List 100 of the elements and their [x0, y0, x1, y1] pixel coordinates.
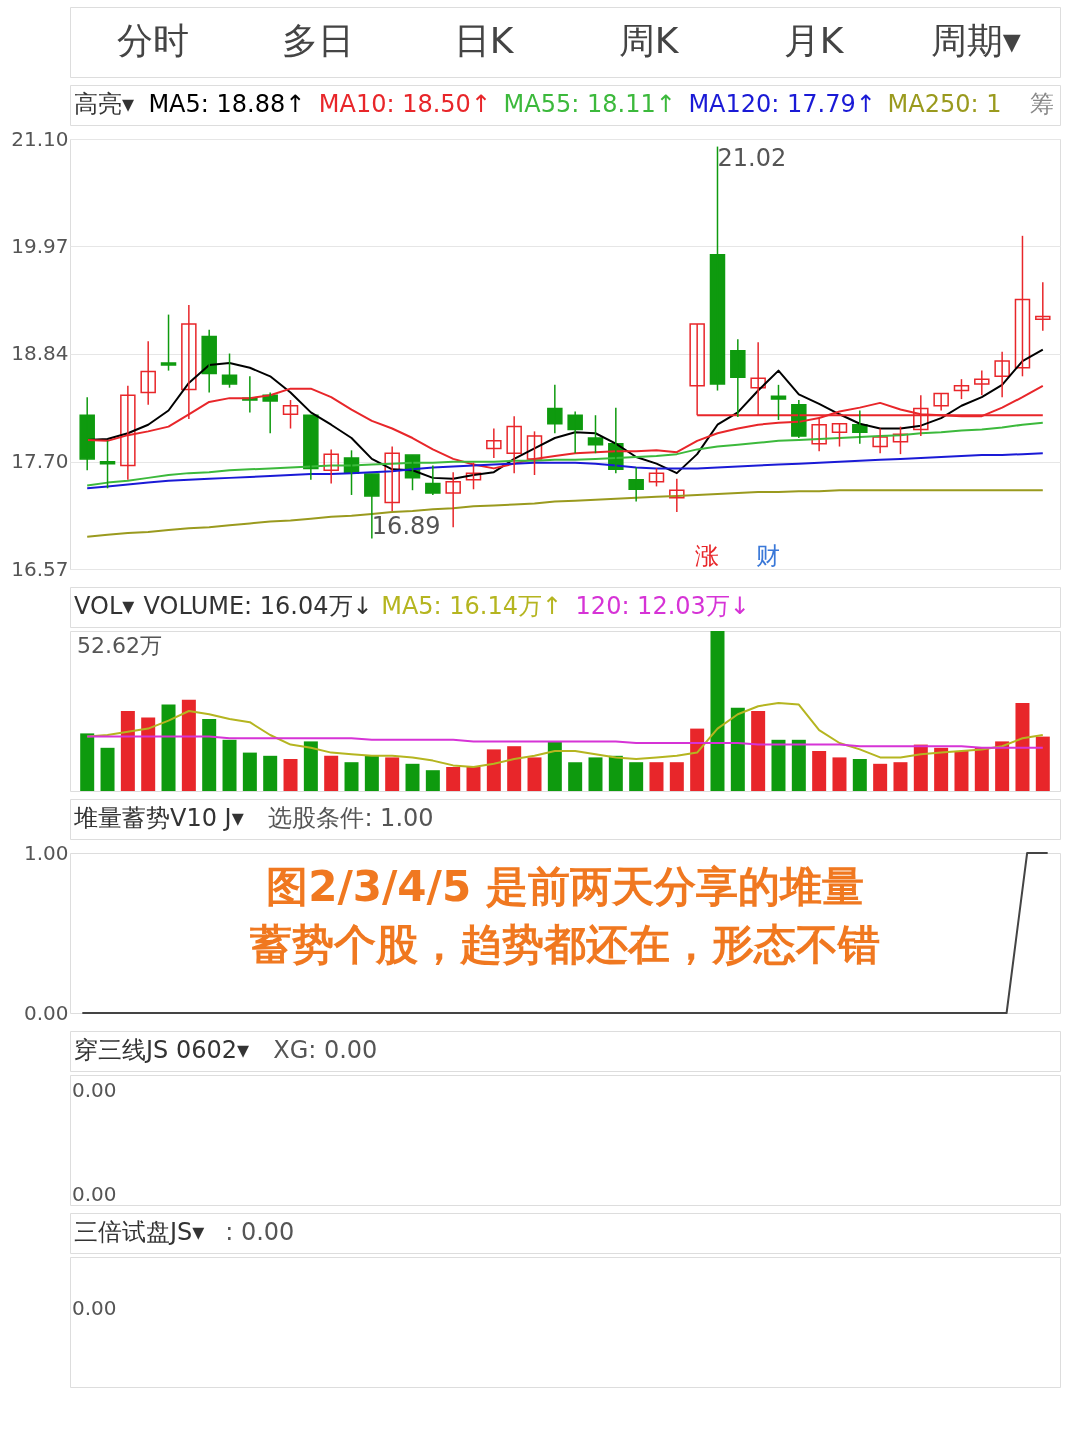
bar [751, 711, 766, 791]
text: 月K [783, 20, 845, 61]
text: 0.00 [72, 1077, 117, 1102]
text: 日K [453, 20, 515, 61]
candlestick [1014, 235, 1031, 378]
chart-subtitle: 选股条件: 1.00 [268, 804, 434, 832]
bar [1035, 736, 1050, 791]
text: MA120: 17.79↑ [688, 90, 876, 118]
candlestick [425, 464, 441, 496]
annotation: 图2/3/4/5 是前两天分享的堆量 [266, 862, 864, 912]
text: 周期▾ [930, 20, 1021, 61]
text: 筹 [1030, 90, 1054, 118]
bar [405, 763, 420, 791]
bar [466, 767, 481, 791]
bar [80, 733, 95, 791]
candlestick [547, 384, 563, 435]
text: 0.00 [72, 1181, 117, 1206]
line-series [86, 489, 1044, 538]
candlestick [445, 471, 461, 528]
bar [629, 762, 644, 791]
chart-title: 高亮▾ [74, 90, 135, 118]
bar [710, 631, 725, 791]
annotation: 财 [756, 542, 781, 570]
bar [344, 762, 359, 791]
candlestick [953, 378, 970, 400]
bar [812, 751, 827, 791]
bar [669, 762, 684, 791]
bar [242, 752, 257, 791]
y-tick-label: 17.70 [11, 449, 69, 474]
y-tick-label: 16.57 [11, 556, 69, 581]
text: MA250: 1 [887, 90, 1002, 118]
bar [934, 747, 949, 791]
bar [385, 757, 400, 791]
bar [446, 767, 461, 791]
bar [873, 763, 888, 791]
y-tick-label: 1.00 [23, 840, 69, 865]
bar [222, 739, 237, 791]
bar [202, 719, 217, 791]
chart-title: 堆量蓄势V10 J▾ [73, 804, 244, 832]
candlestick [628, 466, 644, 503]
annotation: 21.02 [717, 143, 787, 172]
bar [568, 762, 583, 791]
candlestick [933, 392, 949, 412]
bar [547, 741, 562, 791]
bar [832, 757, 847, 791]
candlestick [770, 384, 787, 421]
annotation: 涨 [695, 542, 720, 570]
candlestick [160, 313, 177, 372]
bar [608, 755, 623, 791]
text: MA5: 16.14万↑ [381, 592, 563, 620]
bar [913, 744, 928, 791]
bar [486, 749, 501, 791]
candlestick [892, 425, 909, 455]
annotation: 蓄势个股，趋势都还在，形态不错 [249, 919, 880, 969]
bar [283, 759, 298, 791]
text: 周K [618, 20, 680, 61]
bar [303, 741, 318, 791]
bar [791, 739, 806, 791]
y-tick-label: 21.10 [11, 126, 69, 151]
text: MA5: 18.88↑ [148, 90, 306, 118]
bar [324, 755, 339, 791]
candlestick [669, 478, 685, 513]
bar [649, 762, 664, 791]
text: MA55: 18.11↑ [503, 90, 676, 118]
candlestick [831, 423, 848, 448]
y-tick-label: 0.00 [23, 1000, 69, 1025]
y-tick-label: 18.84 [11, 341, 69, 366]
bar [852, 759, 867, 791]
text: 三倍试盘JS▾ [74, 1218, 205, 1246]
text: VOLUME: 16.04万↓ [143, 592, 373, 620]
bar [974, 747, 989, 791]
candlestick [1035, 281, 1051, 332]
annotation: 52.62万 [77, 632, 163, 658]
text: 分时 [116, 20, 189, 61]
bar [995, 741, 1010, 791]
text: 0.00 [72, 1296, 117, 1320]
candlestick [994, 350, 1010, 398]
bar [425, 770, 440, 791]
candlestick [221, 352, 238, 389]
bar [263, 755, 278, 791]
candlestick [282, 399, 299, 430]
bar [181, 699, 196, 791]
bar [120, 711, 135, 791]
bar [1015, 703, 1030, 791]
y-tick-label: 19.97 [11, 233, 69, 258]
candlestick [587, 414, 604, 454]
text: MA10: 18.50↑ [318, 90, 491, 118]
annotation: 16.89 [371, 511, 441, 540]
text: : 0.00 [225, 1218, 295, 1246]
candlestick [384, 445, 400, 512]
bar [364, 755, 379, 791]
bar [690, 728, 705, 791]
candlestick [323, 448, 339, 485]
candlestick [140, 340, 156, 406]
bar [507, 746, 522, 791]
bar [141, 717, 156, 791]
bar [527, 757, 542, 791]
bar [954, 751, 969, 791]
candlestick [974, 369, 990, 397]
candlestick [730, 338, 746, 418]
